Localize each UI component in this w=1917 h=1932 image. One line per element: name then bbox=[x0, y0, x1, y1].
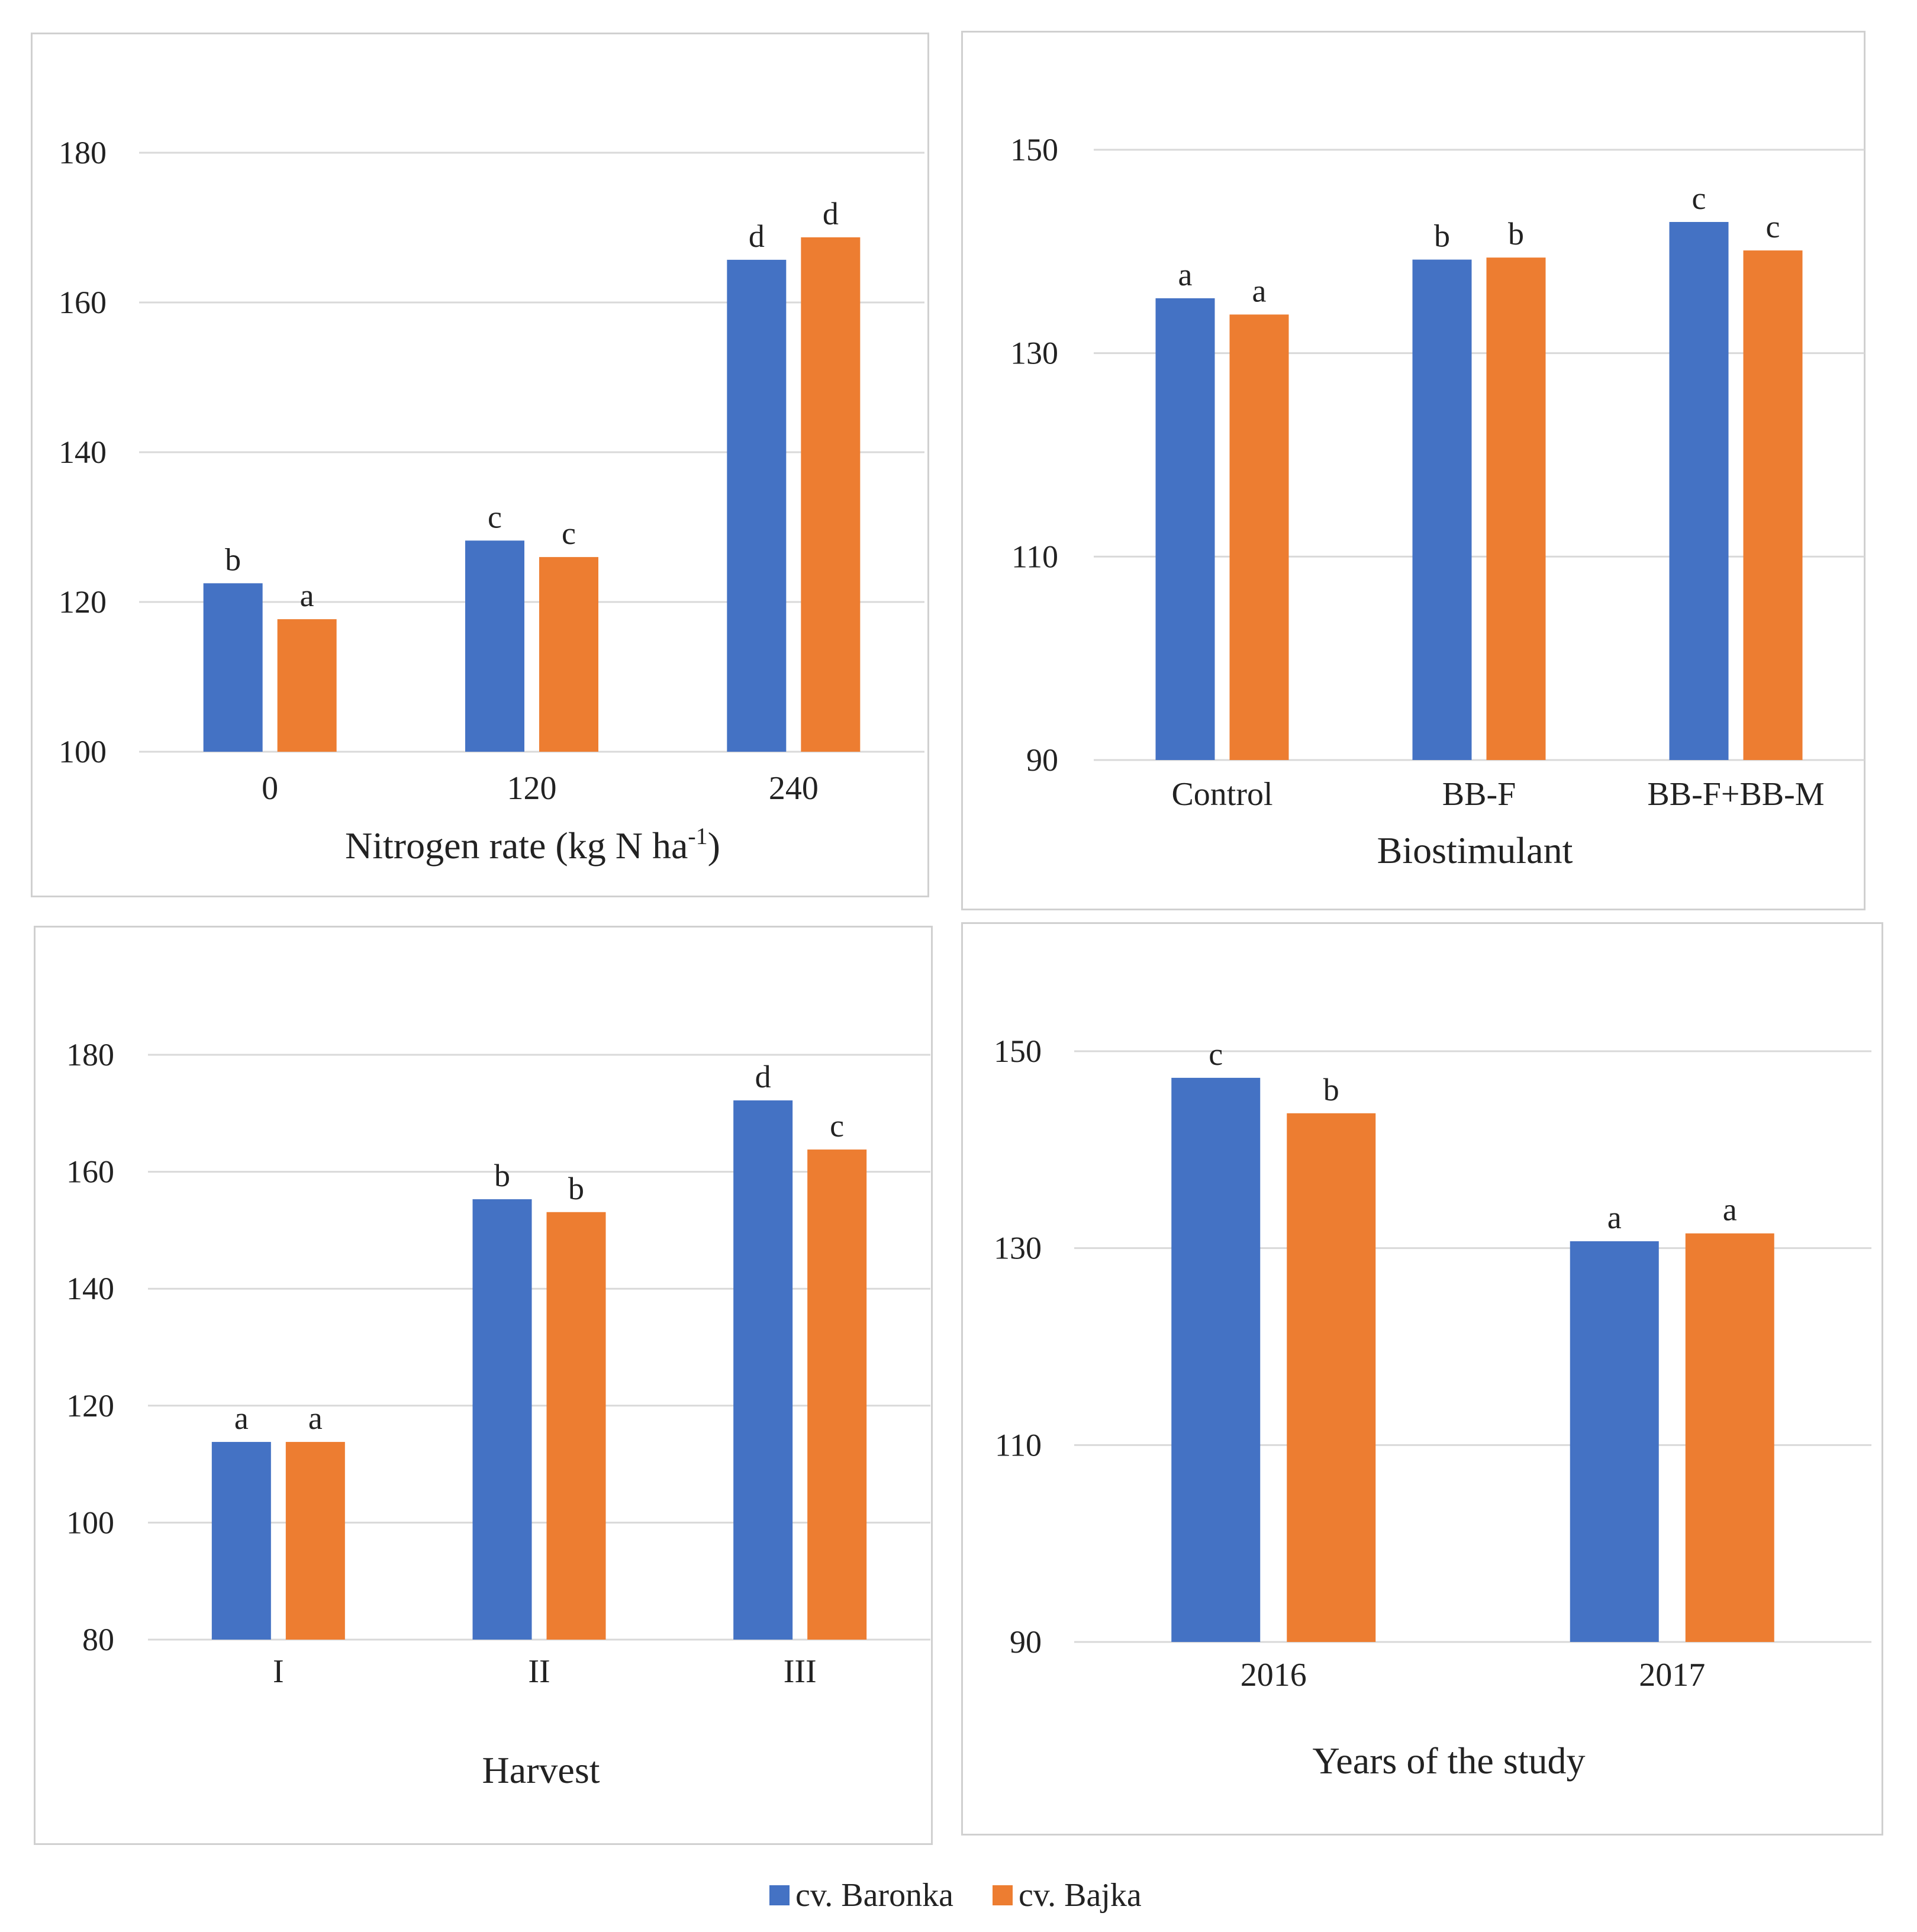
y-tick-label: 110 bbox=[1011, 539, 1058, 574]
x-tick-label: 2016 bbox=[1241, 1657, 1307, 1693]
bar bbox=[1412, 259, 1472, 761]
significance-letter: a bbox=[1252, 273, 1267, 308]
y-tick-label: 140 bbox=[66, 1271, 114, 1306]
x-tick-label: I bbox=[273, 1653, 284, 1690]
x-axis-title: Biostimulant bbox=[1377, 829, 1573, 871]
bar bbox=[807, 1149, 867, 1640]
bar bbox=[1155, 298, 1215, 760]
y-tick-label: 130 bbox=[1010, 336, 1058, 371]
y-tick-label: 110 bbox=[995, 1427, 1042, 1463]
significance-letter: a bbox=[1723, 1192, 1737, 1228]
significance-letter: b bbox=[494, 1158, 510, 1193]
x-axis-title: Years of the study bbox=[1312, 1740, 1585, 1782]
bar bbox=[1171, 1077, 1261, 1642]
significance-letter: a bbox=[1607, 1200, 1622, 1235]
x-axis-title: Harvest bbox=[482, 1749, 600, 1791]
y-tick-label: 150 bbox=[994, 1033, 1042, 1069]
bar bbox=[1287, 1113, 1376, 1642]
significance-letter: b bbox=[1434, 218, 1450, 254]
bar bbox=[1229, 314, 1289, 760]
y-tick-label: 150 bbox=[1010, 132, 1058, 168]
bar bbox=[733, 1100, 793, 1640]
significance-letter: d bbox=[749, 218, 765, 254]
y-tick-label: 130 bbox=[994, 1231, 1042, 1266]
bar bbox=[465, 540, 524, 752]
legend-label-baronka: cv. Baronka bbox=[795, 1877, 953, 1914]
bar bbox=[546, 1212, 606, 1640]
significance-letter: a bbox=[300, 578, 314, 613]
bar bbox=[801, 237, 861, 752]
x-tick-label: 240 bbox=[769, 770, 819, 807]
bar bbox=[285, 1442, 345, 1640]
legend-item-bajka: cv. Bajka bbox=[992, 1876, 1142, 1914]
significance-letter: c bbox=[1692, 181, 1706, 216]
x-axis-title: Nitrogen rate (kg N ha-1) bbox=[345, 823, 720, 867]
significance-letter: c bbox=[1766, 209, 1780, 244]
x-tick-label: 0 bbox=[262, 770, 278, 807]
bar bbox=[1570, 1241, 1659, 1642]
y-tick-label: 160 bbox=[59, 285, 107, 320]
x-tick-label: III bbox=[784, 1653, 817, 1690]
x-tick-label: Control bbox=[1171, 776, 1272, 813]
significance-letter: b bbox=[1508, 216, 1524, 252]
bar bbox=[1685, 1233, 1774, 1642]
y-tick-label: 120 bbox=[59, 584, 107, 620]
y-tick-label: 180 bbox=[59, 135, 107, 170]
x-tick-label: 120 bbox=[507, 770, 557, 807]
significance-letter: a bbox=[1178, 257, 1193, 292]
bar bbox=[539, 557, 598, 752]
significance-letter: a bbox=[234, 1400, 249, 1436]
bar bbox=[211, 1442, 271, 1640]
y-tick-label: 80 bbox=[82, 1622, 114, 1657]
x-tick-label: BB-F bbox=[1442, 776, 1516, 813]
y-tick-label: 100 bbox=[66, 1505, 114, 1540]
significance-letter: b bbox=[568, 1171, 584, 1206]
legend: cv. Baronka cv. Bajka bbox=[769, 1876, 1142, 1914]
y-tick-label: 140 bbox=[59, 434, 107, 470]
y-tick-label: 100 bbox=[59, 734, 107, 769]
significance-letter: d bbox=[755, 1059, 771, 1094]
legend-label-bajka: cv. Bajka bbox=[1018, 1877, 1142, 1914]
y-tick-label: 160 bbox=[66, 1154, 114, 1190]
legend-item-baronka: cv. Baronka bbox=[769, 1876, 953, 1914]
y-tick-label: 120 bbox=[66, 1388, 114, 1424]
bar bbox=[203, 583, 263, 752]
significance-letter: b bbox=[1323, 1072, 1339, 1107]
y-tick-label: 180 bbox=[66, 1037, 114, 1073]
significance-letter: c bbox=[830, 1108, 844, 1144]
bar bbox=[727, 259, 787, 752]
x-tick-label: BB-F+BB-M bbox=[1647, 776, 1824, 813]
y-tick-label: 90 bbox=[1010, 1624, 1042, 1660]
significance-letter: c bbox=[488, 499, 502, 534]
bar bbox=[472, 1199, 532, 1640]
legend-swatch-baronka bbox=[769, 1885, 790, 1905]
significance-letter: c bbox=[1209, 1036, 1223, 1072]
significance-letter: d bbox=[823, 196, 839, 231]
bar bbox=[1669, 222, 1729, 760]
bar bbox=[277, 619, 337, 752]
significance-letter: b bbox=[225, 542, 241, 577]
x-tick-label: II bbox=[528, 1653, 550, 1690]
significance-letter: c bbox=[562, 516, 576, 551]
legend-swatch-bajka bbox=[992, 1885, 1013, 1905]
x-tick-label: 2017 bbox=[1639, 1657, 1705, 1693]
y-tick-label: 90 bbox=[1026, 742, 1058, 778]
bar bbox=[1486, 257, 1546, 761]
significance-letter: a bbox=[308, 1400, 323, 1436]
bar bbox=[1743, 250, 1803, 760]
